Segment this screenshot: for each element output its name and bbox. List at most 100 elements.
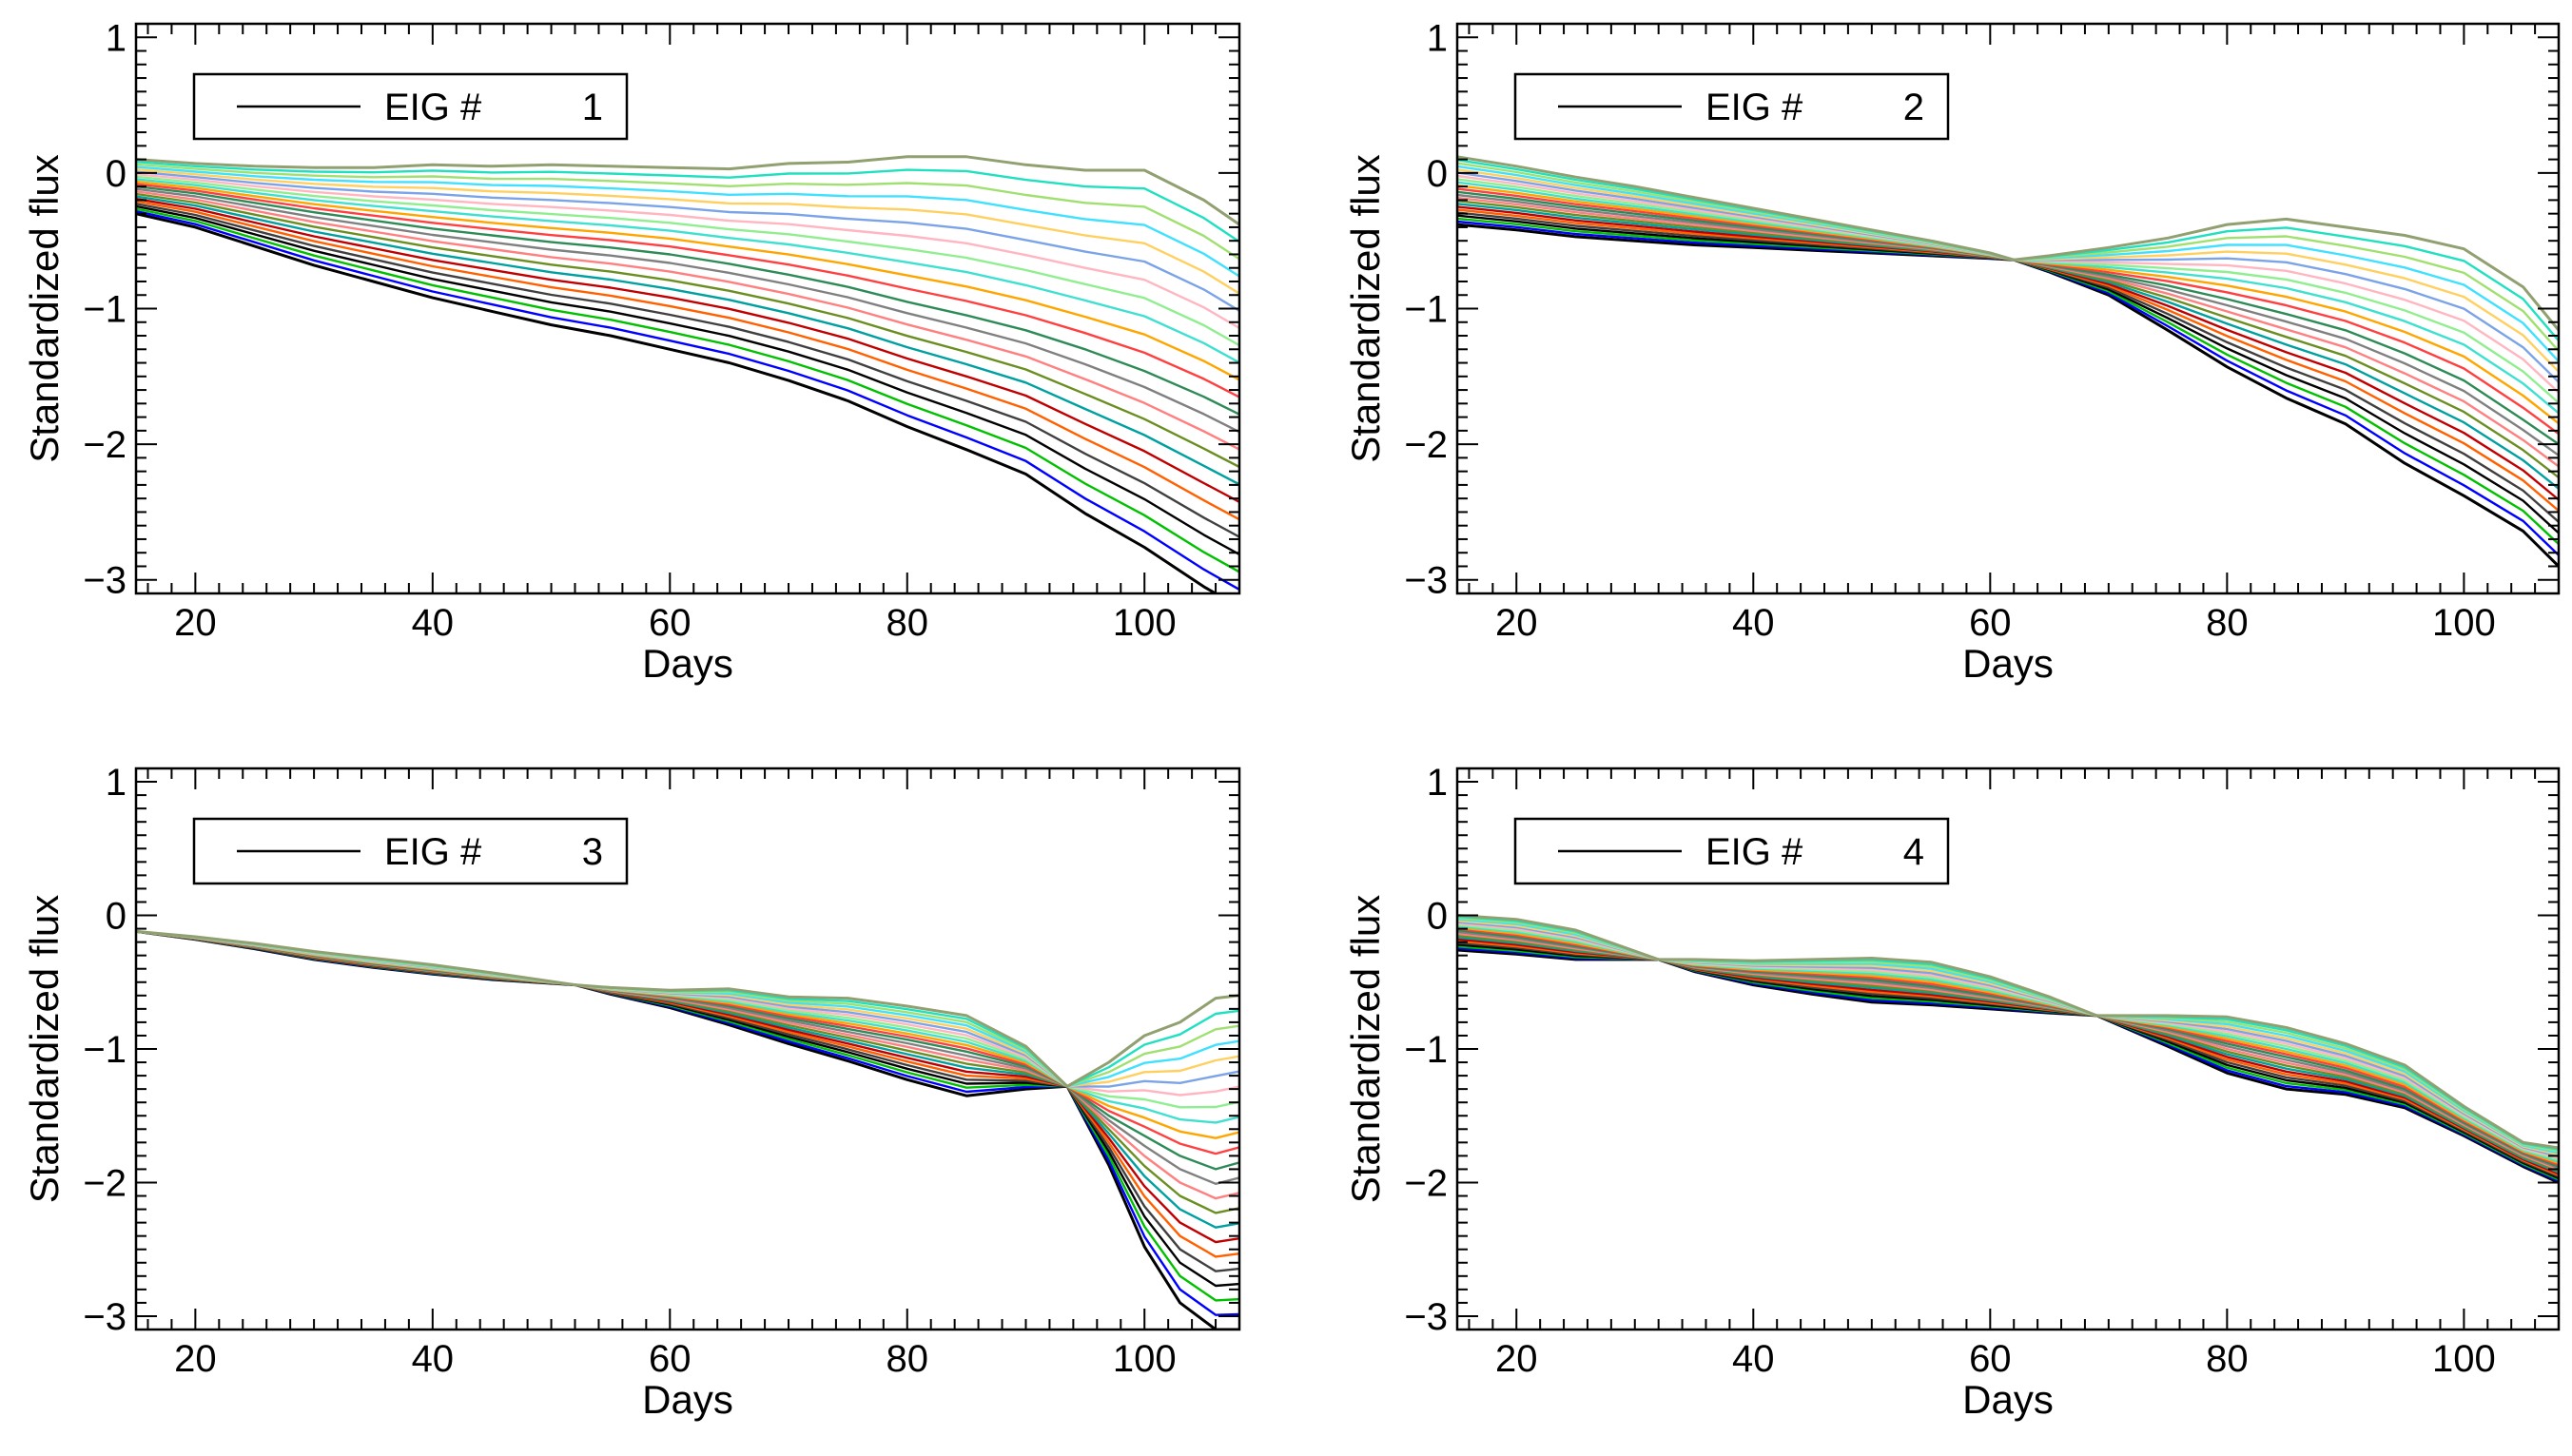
series-line-11 xyxy=(136,187,1239,434)
y-axis-label: Standardized flux xyxy=(22,154,67,463)
y-tick-label: −2 xyxy=(83,1162,127,1204)
series-line-18 xyxy=(136,170,1239,312)
x-tick-label: 80 xyxy=(887,1338,929,1380)
y-tick-label: 0 xyxy=(106,896,127,938)
series-line-8 xyxy=(136,930,1239,1229)
y-tick-label: 1 xyxy=(106,17,127,59)
y-tick-label: −1 xyxy=(83,1029,127,1071)
series-line-15 xyxy=(136,178,1239,364)
series-line-20 xyxy=(136,165,1239,278)
series-line-13 xyxy=(136,930,1239,1155)
x-tick-label: 40 xyxy=(1732,1338,1775,1380)
series-line-23 xyxy=(136,929,1239,1088)
x-axis-label: Days xyxy=(1962,1377,2054,1422)
series-line-12 xyxy=(136,930,1239,1171)
x-tick-label: 40 xyxy=(412,1338,455,1380)
legend: EIG # 4 xyxy=(1513,817,1950,885)
series-line-3 xyxy=(136,207,1239,573)
x-tick-label: 60 xyxy=(649,1338,692,1380)
x-axis-label: Days xyxy=(642,1377,733,1422)
y-tick-label: −2 xyxy=(1404,1162,1448,1204)
x-tick-label: 80 xyxy=(2206,602,2249,644)
x-tick-label: 20 xyxy=(1495,1338,1538,1380)
x-axis-label: Days xyxy=(642,641,733,686)
y-tick-label: 1 xyxy=(106,762,127,804)
legend-box xyxy=(192,72,629,141)
series-line-23 xyxy=(136,155,1239,226)
legend-label: EIG # xyxy=(384,831,482,873)
x-tick-label: 100 xyxy=(1113,1338,1177,1380)
series-line-7 xyxy=(136,197,1239,503)
curve-family xyxy=(136,929,1239,1330)
x-tick-label: 60 xyxy=(1969,1338,2012,1380)
y-tick-label: 1 xyxy=(1427,762,1448,804)
y-tick-label: −3 xyxy=(83,1296,127,1338)
series-line-19 xyxy=(136,167,1239,295)
x-tick-label: 60 xyxy=(1969,602,2012,644)
legend-label: EIG # xyxy=(1705,87,1803,128)
series-line-23 xyxy=(1457,155,2559,332)
y-axis-label: Standardized flux xyxy=(1343,895,1388,1204)
series-line-17 xyxy=(136,173,1239,330)
x-axis-label: Days xyxy=(1962,641,2054,686)
series-line-10 xyxy=(1457,932,2559,1171)
series-line-14 xyxy=(1457,926,2559,1165)
series-line-13 xyxy=(1457,927,2559,1166)
y-tick-label: −3 xyxy=(1404,1296,1448,1338)
legend-label: EIG # xyxy=(1705,831,1803,873)
series-line-21 xyxy=(136,163,1239,261)
series-line-5 xyxy=(136,203,1239,538)
series-line-9 xyxy=(1457,934,2559,1173)
y-tick-label: 1 xyxy=(1427,17,1448,59)
x-tick-label: 20 xyxy=(174,602,217,644)
y-tick-label: −2 xyxy=(83,424,127,466)
series-line-17 xyxy=(1457,174,2559,394)
series-line-9 xyxy=(136,192,1239,469)
legend: EIG # 1 xyxy=(192,72,629,141)
x-tick-label: 20 xyxy=(1495,602,1538,644)
legend-eig-number: 2 xyxy=(1903,87,1924,128)
curve-family xyxy=(136,155,1239,593)
y-tick-label: −1 xyxy=(1404,289,1448,331)
series-line-9 xyxy=(136,930,1239,1214)
series-line-11 xyxy=(136,930,1239,1185)
chart-panel-4: 20 40 60 80 100 1 0 −1 −2 −3 Days Standardized flux… xyxy=(1343,762,2561,1422)
y-axis-label: Standardized flux xyxy=(1343,154,1388,463)
x-tick-label: 100 xyxy=(1113,602,1177,644)
x-tick-label: 40 xyxy=(1732,602,1775,644)
series-line-12 xyxy=(1457,928,2559,1168)
series-line-13 xyxy=(136,183,1239,398)
chart-panel-2: 20 40 60 80 100 1 0 −1 −2 −3 Days Standardized flux… xyxy=(1343,17,2561,686)
y-tick-label: −3 xyxy=(1404,560,1448,602)
y-tick-label: −1 xyxy=(83,289,127,331)
series-line-11 xyxy=(1457,930,2559,1170)
series-line-4 xyxy=(1457,214,2559,534)
series-line-12 xyxy=(136,184,1239,416)
series-line-23 xyxy=(1457,914,2559,1150)
x-tick-label: 100 xyxy=(2432,1338,2496,1380)
series-line-8 xyxy=(1457,936,2559,1174)
series-line-2 xyxy=(136,209,1239,591)
x-tick-label: 20 xyxy=(174,1338,217,1380)
series-line-3 xyxy=(1457,217,2559,545)
legend-eig-number: 4 xyxy=(1903,831,1924,873)
y-tick-label: −2 xyxy=(1404,424,1448,466)
x-tick-label: 40 xyxy=(412,602,455,644)
series-line-6 xyxy=(136,200,1239,521)
series-line-8 xyxy=(136,195,1239,486)
curve-family xyxy=(1457,155,2559,568)
curve-family xyxy=(1457,914,2559,1184)
chart-panel-3: 20 40 60 80 100 1 0 −1 −2 −3 Days Standardized flux… xyxy=(22,762,1241,1422)
x-tick-label: 80 xyxy=(2206,1338,2249,1380)
series-line-10 xyxy=(136,930,1239,1200)
series-line-3 xyxy=(136,930,1239,1302)
series-line-7 xyxy=(1457,938,2559,1175)
series-line-14 xyxy=(136,180,1239,381)
y-tick-label: 0 xyxy=(1427,896,1448,938)
series-line-15 xyxy=(1457,924,2559,1163)
legend: EIG # 2 xyxy=(1513,72,1950,141)
legend: EIG # 3 xyxy=(192,817,629,885)
series-line-4 xyxy=(136,930,1239,1288)
y-axis-label: Standardized flux xyxy=(22,895,67,1204)
